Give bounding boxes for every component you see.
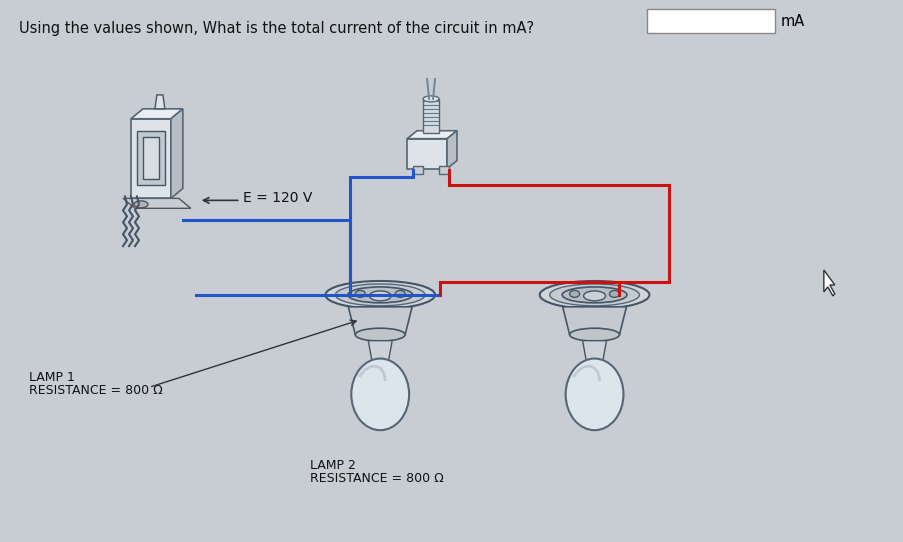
Ellipse shape [368, 291, 391, 301]
Ellipse shape [351, 359, 409, 430]
Ellipse shape [569, 328, 619, 341]
Ellipse shape [395, 291, 405, 298]
Polygon shape [368, 340, 392, 363]
Text: RESISTANCE = 800 Ω: RESISTANCE = 800 Ω [310, 472, 443, 485]
Ellipse shape [609, 291, 619, 298]
Ellipse shape [569, 291, 579, 298]
Polygon shape [154, 95, 164, 109]
Bar [423, 99, 439, 133]
Polygon shape [562, 307, 626, 334]
Bar [439, 165, 449, 173]
Polygon shape [348, 307, 412, 334]
Ellipse shape [562, 287, 627, 303]
Ellipse shape [325, 281, 434, 309]
Ellipse shape [539, 281, 648, 309]
Bar [143, 137, 159, 179]
Bar [413, 165, 423, 173]
Polygon shape [446, 131, 457, 169]
Polygon shape [131, 109, 182, 119]
Bar [137, 131, 164, 185]
Polygon shape [123, 198, 191, 208]
Text: E = 120 V: E = 120 V [242, 191, 312, 205]
Ellipse shape [583, 291, 605, 301]
Ellipse shape [348, 287, 412, 303]
Ellipse shape [355, 291, 365, 298]
Text: LAMP 1: LAMP 1 [29, 371, 75, 384]
Ellipse shape [372, 359, 387, 365]
Polygon shape [823, 270, 833, 296]
Ellipse shape [549, 284, 638, 306]
Ellipse shape [423, 96, 439, 102]
Ellipse shape [586, 359, 602, 365]
Ellipse shape [565, 359, 623, 430]
Polygon shape [406, 139, 446, 169]
Polygon shape [171, 109, 182, 198]
Bar [647, 9, 774, 33]
Text: mA: mA [780, 14, 805, 29]
Text: Using the values shown, What is the total current of the circuit in mA?: Using the values shown, What is the tota… [19, 21, 534, 36]
Polygon shape [406, 131, 457, 139]
Ellipse shape [335, 284, 424, 306]
Text: LAMP 2: LAMP 2 [310, 459, 356, 472]
Text: RESISTANCE = 800 Ω: RESISTANCE = 800 Ω [29, 384, 163, 397]
Polygon shape [131, 119, 171, 198]
Ellipse shape [355, 328, 405, 341]
Polygon shape [582, 340, 606, 363]
Ellipse shape [134, 201, 148, 208]
